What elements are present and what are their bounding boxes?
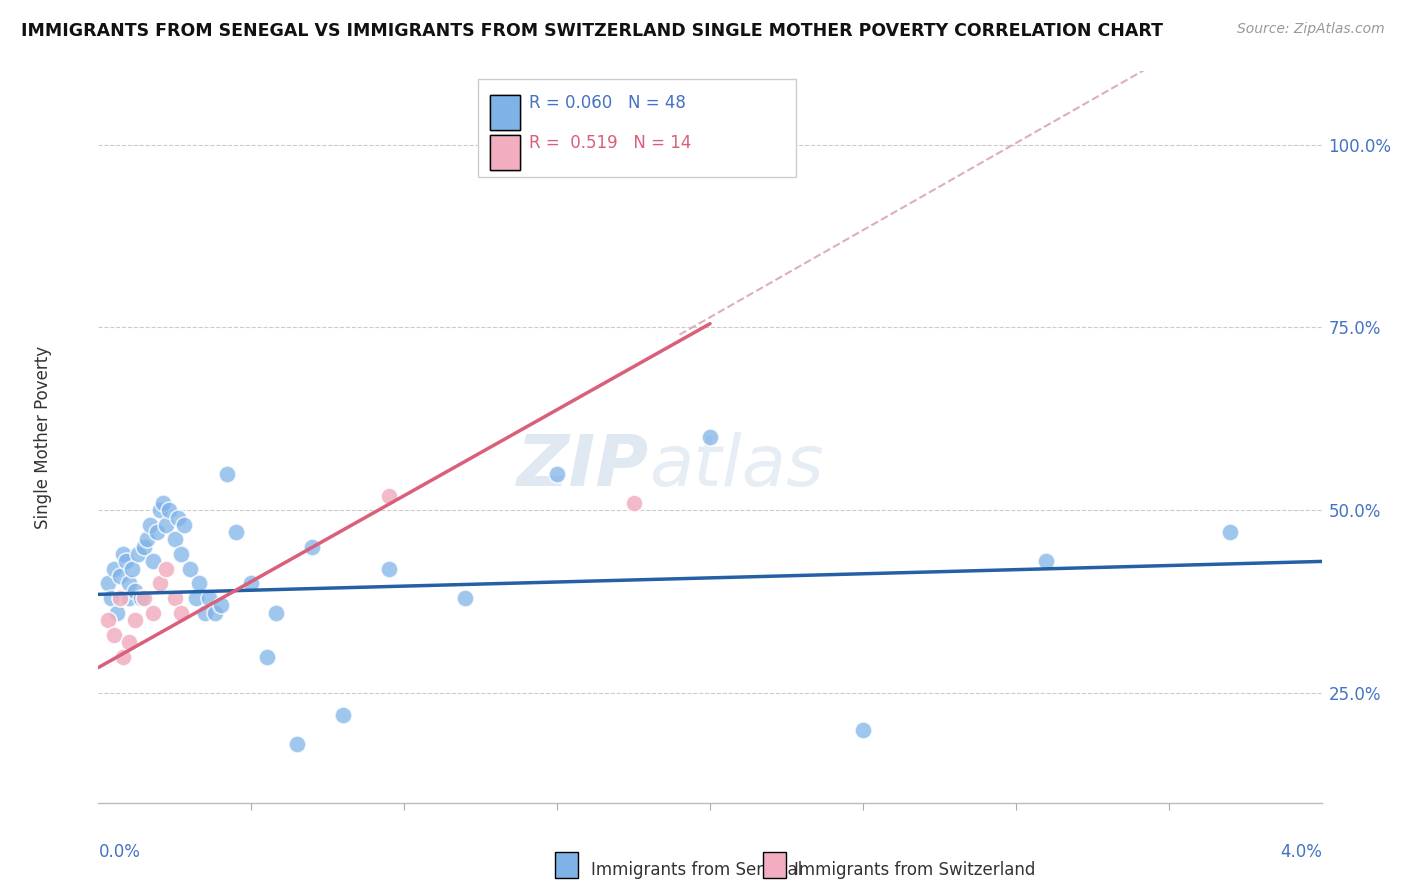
Point: [240, 576, 263, 591]
Point: [225, 525, 247, 540]
Point: [115, 554, 138, 568]
Point: [623, 496, 645, 510]
Text: atlas: atlas: [650, 432, 824, 500]
Point: [142, 554, 165, 568]
Point: [285, 737, 308, 751]
Point: [105, 606, 128, 620]
Point: [167, 510, 190, 524]
Point: [103, 627, 125, 641]
Point: [454, 591, 477, 605]
Text: Source: ZipAtlas.com: Source: ZipAtlas.com: [1237, 22, 1385, 37]
Point: [155, 562, 177, 576]
Point: [186, 591, 208, 605]
Text: Immigrants from Senegal: Immigrants from Senegal: [591, 861, 801, 879]
Point: [204, 606, 226, 620]
Point: [301, 540, 323, 554]
Point: [163, 591, 186, 605]
Point: [155, 517, 177, 532]
Point: [188, 576, 211, 591]
Point: [118, 576, 141, 591]
Text: IMMIGRANTS FROM SENEGAL VS IMMIGRANTS FROM SWITZERLAND SINGLE MOTHER POVERTY COR: IMMIGRANTS FROM SENEGAL VS IMMIGRANTS FR…: [21, 22, 1163, 40]
Point: [699, 430, 721, 444]
Point: [152, 496, 174, 510]
Point: [546, 467, 568, 481]
Point: [124, 583, 146, 598]
Point: [145, 525, 167, 540]
Point: [139, 517, 162, 532]
Point: [209, 599, 232, 613]
Point: [108, 569, 131, 583]
Text: 4.0%: 4.0%: [1279, 843, 1322, 861]
Point: [170, 606, 193, 620]
Point: [378, 489, 401, 503]
Text: Single Mother Poverty: Single Mother Poverty: [34, 345, 52, 529]
Point: [111, 649, 134, 664]
Point: [134, 540, 156, 554]
Point: [118, 591, 141, 605]
Point: [118, 635, 141, 649]
FancyBboxPatch shape: [489, 135, 520, 170]
Point: [215, 467, 238, 481]
FancyBboxPatch shape: [489, 95, 520, 130]
FancyBboxPatch shape: [478, 78, 796, 178]
Text: R =  0.519   N = 14: R = 0.519 N = 14: [529, 134, 692, 152]
Point: [100, 591, 122, 605]
Point: [157, 503, 180, 517]
Point: [136, 533, 159, 547]
Point: [173, 517, 195, 532]
Point: [127, 547, 149, 561]
Point: [103, 562, 125, 576]
Point: [111, 547, 134, 561]
Point: [852, 723, 875, 737]
Point: [1219, 525, 1241, 540]
Point: [134, 591, 156, 605]
Point: [108, 591, 131, 605]
Point: [149, 503, 172, 517]
Point: [197, 591, 219, 605]
Point: [170, 547, 193, 561]
Text: 0.0%: 0.0%: [98, 843, 141, 861]
Point: [97, 613, 120, 627]
Point: [163, 533, 186, 547]
Point: [264, 606, 287, 620]
Point: [194, 606, 217, 620]
Point: [378, 562, 401, 576]
Point: [149, 576, 172, 591]
Point: [332, 708, 354, 723]
Point: [97, 576, 120, 591]
Point: [256, 649, 278, 664]
Point: [179, 562, 201, 576]
Point: [1035, 554, 1057, 568]
Point: [142, 606, 165, 620]
Text: Immigrants from Switzerland: Immigrants from Switzerland: [794, 861, 1036, 879]
Point: [124, 613, 146, 627]
Text: R = 0.060   N = 48: R = 0.060 N = 48: [529, 94, 686, 112]
Point: [129, 591, 152, 605]
Point: [121, 562, 143, 576]
Text: ZIP: ZIP: [516, 432, 650, 500]
